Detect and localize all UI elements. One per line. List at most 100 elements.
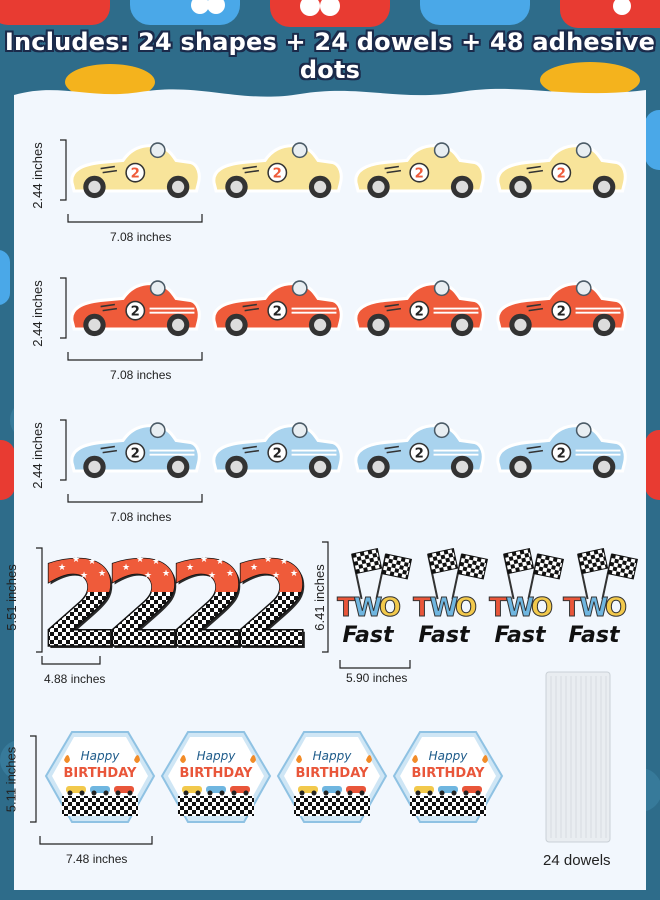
car-number: 2 <box>131 167 140 182</box>
number-two-red-top: 2 <box>39 536 121 674</box>
mini-car-icon <box>298 786 318 796</box>
birthday-topper-3: Happy BIRTHDAY <box>276 731 388 823</box>
car-number: 2 <box>273 167 282 182</box>
row2-width-label: 7.08 inches <box>110 368 172 382</box>
happy-text: Happy <box>197 749 237 763</box>
mini-car-icon <box>438 786 458 796</box>
top-cartoon-cars <box>0 0 660 100</box>
birthday-topper-1: Happy BIRTHDAY <box>44 731 156 823</box>
two-letter: O <box>379 593 401 623</box>
star-icon: ★ <box>152 557 160 567</box>
number-two-1: 222★★ ★★★ <box>38 535 123 676</box>
happy-text: Happy <box>81 749 121 763</box>
number-two-shadow: 2 <box>105 538 187 676</box>
checkered-flag-icon <box>375 553 413 600</box>
flame-icon <box>366 755 372 763</box>
star-icon: ★ <box>290 569 298 579</box>
star-icon: ★ <box>186 563 194 573</box>
two-letter: W <box>506 593 535 623</box>
star-icon: ★ <box>88 557 96 567</box>
number-two-red-top: 2 <box>231 536 313 674</box>
number-two-red-top: 2 <box>167 536 249 674</box>
fast-text: Fast <box>343 623 395 648</box>
birthday-text: BIRTHDAY <box>412 766 486 781</box>
car-r1-c2: 2 <box>212 141 343 200</box>
number-two-shadow: 2 <box>41 538 123 676</box>
two-letter: W <box>354 593 383 623</box>
header-title: Includes: 24 shapes + 24 dowels + 48 adh… <box>4 28 656 84</box>
car-r3-c1: 2 <box>70 421 201 480</box>
numbers-width-label: 4.88 inches <box>44 672 106 686</box>
car-number: 2 <box>273 447 282 462</box>
happy-text: Happy <box>313 749 353 763</box>
mini-car-icon <box>322 786 342 796</box>
mini-car-icon <box>346 786 366 796</box>
checkered-flag-icon <box>601 553 639 600</box>
two-letter: T <box>489 593 507 623</box>
star-icon: ★ <box>264 555 272 565</box>
two-letter: O <box>455 593 477 623</box>
mini-car-icon <box>114 786 134 796</box>
number-two-checker: 2 <box>167 536 249 674</box>
two-letter: T <box>413 593 431 623</box>
car-r2-c4: 2 <box>496 279 627 338</box>
car-r1-c1: 2 <box>70 141 201 200</box>
star-icon: ★ <box>280 557 288 567</box>
star-icon: ★ <box>136 555 144 565</box>
car-r3-c2: 2 <box>212 421 343 480</box>
birthday-topper-4: Happy BIRTHDAY <box>392 731 504 823</box>
car-r1-c3: 2 <box>354 141 485 200</box>
mini-car-icon <box>462 786 482 796</box>
checkered-flag-icon <box>351 548 383 600</box>
car-number: 2 <box>557 167 566 182</box>
fast-text: Fast <box>419 623 471 648</box>
car-number: 2 <box>415 167 424 182</box>
number-two-shadow: 2 <box>233 538 315 676</box>
car-r1-c4: 2 <box>496 141 627 200</box>
number-two-shadow: 2 <box>169 538 251 676</box>
mini-car-icon <box>230 786 250 796</box>
car-number: 2 <box>273 305 282 320</box>
mini-car-icon <box>66 786 86 796</box>
number-two-3: 222★★ ★★★ <box>166 535 251 676</box>
car-number: 2 <box>557 305 566 320</box>
flame-icon <box>64 755 70 763</box>
birthday-width-label: 7.48 inches <box>66 852 128 866</box>
car-number: 2 <box>415 447 424 462</box>
flame-icon <box>180 755 186 763</box>
birthday-text: BIRTHDAY <box>180 766 254 781</box>
mini-car-icon <box>206 786 226 796</box>
car-number: 2 <box>557 447 566 462</box>
number-two-2: 222★★ ★★★ <box>102 535 187 676</box>
star-icon: ★ <box>272 571 280 581</box>
row1-width-label: 7.08 inches <box>110 230 172 244</box>
birthday-text: BIRTHDAY <box>296 766 370 781</box>
happy-text: Happy <box>429 749 469 763</box>
star-icon: ★ <box>80 571 88 581</box>
star-icon: ★ <box>58 563 66 573</box>
flame-icon <box>250 755 256 763</box>
mini-car-icon <box>90 786 110 796</box>
two-letter: T <box>563 593 581 623</box>
flame-icon <box>482 755 488 763</box>
star-icon: ★ <box>122 563 130 573</box>
car-number: 2 <box>131 447 140 462</box>
star-icon: ★ <box>216 557 224 567</box>
star-icon: ★ <box>144 571 152 581</box>
car-number: 2 <box>415 305 424 320</box>
star-icon: ★ <box>200 555 208 565</box>
number-two-checker: 2 <box>231 536 313 674</box>
number-two-checker: 2 <box>39 536 121 674</box>
two-letter: W <box>430 593 459 623</box>
star-icon: ★ <box>98 569 106 579</box>
checkered-flag-icon <box>427 548 459 600</box>
